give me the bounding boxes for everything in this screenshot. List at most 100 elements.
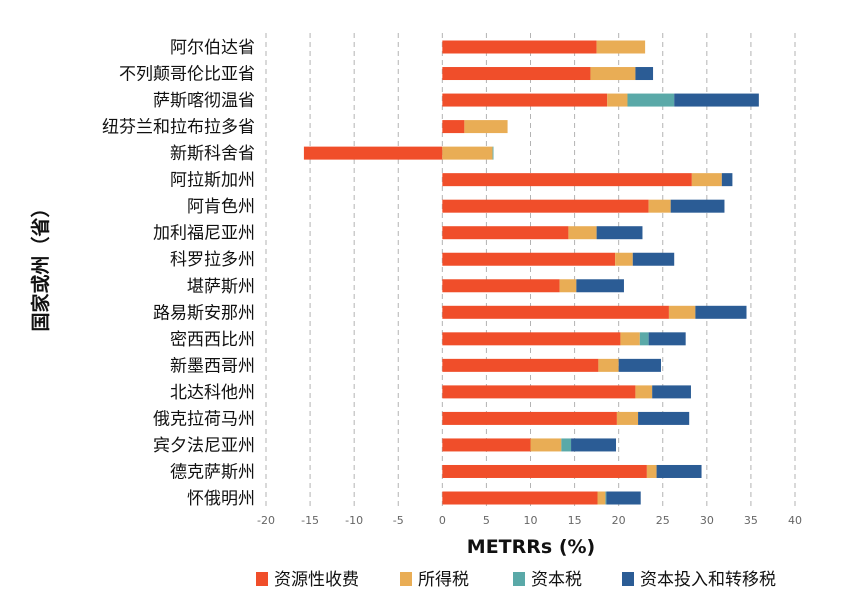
bar-segment <box>442 332 621 346</box>
bar-segment <box>442 120 465 134</box>
x-tick-label: 25 <box>656 514 670 527</box>
bar-segment <box>639 332 649 346</box>
gridlines <box>265 33 796 507</box>
bar-segment <box>464 120 508 134</box>
category-label: 北达科他州 <box>170 383 255 403</box>
category-label: 怀俄明州 <box>187 489 255 509</box>
bar-segment <box>530 438 562 452</box>
category-label: 德克萨斯州 <box>170 462 255 482</box>
bar-segment <box>442 438 531 452</box>
category-label: 新墨西哥州 <box>170 356 255 376</box>
legend-swatch <box>513 572 525 586</box>
legend-swatch <box>622 572 634 586</box>
bar-segment <box>442 491 598 505</box>
bar-segment <box>670 199 725 213</box>
x-tick-label: 35 <box>744 514 758 527</box>
bar-segment <box>668 305 696 319</box>
category-label: 加利福尼亚州 <box>153 224 255 244</box>
bar-segment <box>559 279 577 293</box>
x-axis-title: METRRs (%) <box>467 536 595 558</box>
legend: 资源性收费 所得税 资本税 资本投入和转移税 <box>256 570 776 590</box>
bar-segment <box>571 438 617 452</box>
legend-label: 资源性收费 <box>274 570 359 590</box>
bar-segment <box>635 385 653 399</box>
bar-segment <box>596 226 643 240</box>
bar-segment <box>442 305 669 319</box>
bar-segment <box>442 385 636 399</box>
bar-segment <box>561 438 572 452</box>
legend-swatch <box>400 572 412 586</box>
bar-segment <box>632 252 675 266</box>
x-tick-label: -5 <box>393 514 404 527</box>
legend-label: 资本投入和转移税 <box>640 570 776 590</box>
bar-segment <box>442 279 560 293</box>
bar-segment <box>606 491 641 505</box>
category-label: 科罗拉多州 <box>170 250 255 270</box>
x-tick-label: 30 <box>700 514 714 527</box>
bar-segment <box>627 93 675 107</box>
x-tick-label: 0 <box>439 514 446 527</box>
category-label: 宾夕法尼亚州 <box>153 436 255 456</box>
bar-segment <box>691 173 722 187</box>
bar-segment <box>605 491 607 505</box>
x-tick-label: -20 <box>257 514 275 527</box>
bar-segment <box>652 385 691 399</box>
bar-segment <box>442 252 616 266</box>
bar-segment <box>646 464 657 478</box>
bar-segment <box>442 411 617 425</box>
bar-segment <box>442 146 493 160</box>
bar-segment <box>442 199 649 213</box>
bar-segment <box>620 332 640 346</box>
category-label: 堪萨斯州 <box>187 277 255 297</box>
legend-label: 资本税 <box>531 570 582 590</box>
bar-segment <box>442 464 647 478</box>
bar-segment <box>638 411 690 425</box>
bar-segment <box>590 67 636 81</box>
bar-segment <box>607 93 628 107</box>
x-tick-label: 10 <box>524 514 538 527</box>
bar-segment <box>576 279 624 293</box>
bar-segment <box>568 226 597 240</box>
category-label: 萨斯喀彻温省 <box>153 91 255 111</box>
x-tick-label: -10 <box>345 514 363 527</box>
bar-segment <box>492 146 494 160</box>
category-label: 阿肯色州 <box>187 197 255 217</box>
bar-segment <box>598 358 619 372</box>
y-axis-title: 国家或州（省） <box>29 198 52 331</box>
bar-segment <box>442 67 591 81</box>
bar-segment <box>303 146 443 160</box>
bar-segment <box>648 199 671 213</box>
bar-segment <box>442 226 569 240</box>
bar-segment <box>597 491 606 505</box>
category-label: 阿尔伯达省 <box>170 38 255 58</box>
category-label: 密西西比州 <box>170 330 255 350</box>
legend-label: 所得税 <box>418 570 469 590</box>
bar-segment <box>635 67 654 81</box>
x-tick-label: 40 <box>788 514 802 527</box>
category-label: 俄克拉荷马州 <box>153 409 255 429</box>
category-label: 不列颠哥伦比亚省 <box>119 65 255 85</box>
category-label: 纽芬兰和拉布拉多省 <box>102 118 255 138</box>
bars <box>303 40 759 505</box>
bar-segment <box>442 358 599 372</box>
x-tick-label: 20 <box>612 514 626 527</box>
category-label: 新斯科舍省 <box>170 144 255 164</box>
category-label: 路易斯安那州 <box>153 303 255 323</box>
bar-segment <box>648 332 686 346</box>
bar-segment <box>596 40 646 54</box>
legend-swatch <box>256 572 268 586</box>
bar-segment <box>721 173 733 187</box>
bar-segment <box>442 173 692 187</box>
bar-segment <box>674 93 759 107</box>
x-tick-label: 5 <box>483 514 490 527</box>
bar-segment <box>615 252 633 266</box>
bar-segment <box>695 305 747 319</box>
x-tick-label: -15 <box>301 514 319 527</box>
bar-segment <box>618 358 661 372</box>
bar-segment <box>442 40 597 54</box>
bar-segment <box>656 464 702 478</box>
bar-segment <box>442 93 608 107</box>
x-tick-label: 15 <box>568 514 582 527</box>
x-tick-labels: -20 -15 -10 -5 0 5 10 15 20 25 30 35 40 <box>257 514 802 527</box>
